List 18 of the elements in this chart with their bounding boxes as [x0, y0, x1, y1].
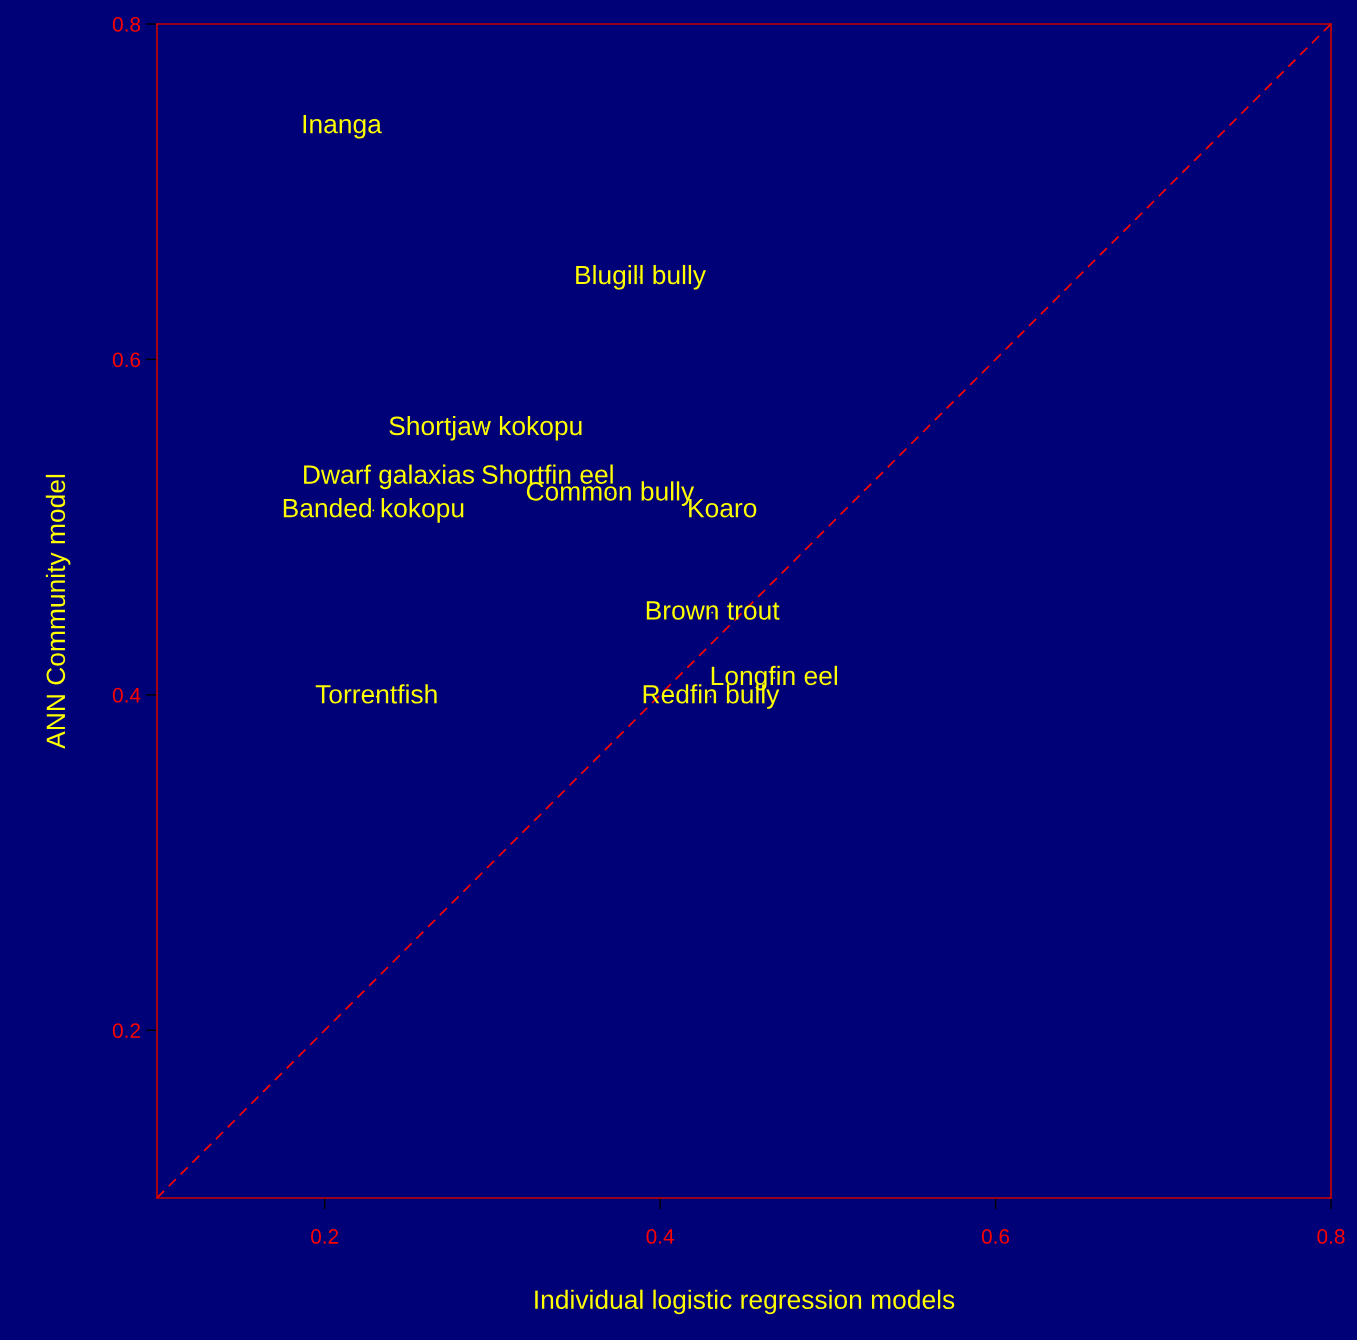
y-tick-label: 0.8 [112, 17, 141, 32]
data-label: Banded kokopu [283, 498, 464, 523]
data-label: Torrentfish [315, 684, 437, 704]
x-tick-label: 0.8 [1317, 1229, 1345, 1244]
data-label: Shortjaw kokopu [389, 415, 582, 441]
data-label: Blugill bully [576, 264, 706, 290]
x-tick-label: 0.2 [311, 1229, 339, 1244]
x-tick-label: 0.6 [981, 1229, 1010, 1244]
data-label: Inanga [303, 114, 382, 139]
y-tick-label: 0.6 [112, 352, 141, 368]
data-label: Brown trout [646, 601, 780, 620]
x-tick-label: 0.4 [646, 1229, 675, 1244]
y-axis-title: ANN Community model [45, 474, 71, 749]
y-tick-label: 0.2 [112, 1023, 140, 1039]
data-label: Dwarf galaxias [304, 464, 475, 490]
x-axis-title: Individual logistic regression models [535, 1289, 955, 1315]
data-label: Shortfin eel [482, 464, 613, 484]
y-tick-label: 0.4 [112, 687, 141, 703]
